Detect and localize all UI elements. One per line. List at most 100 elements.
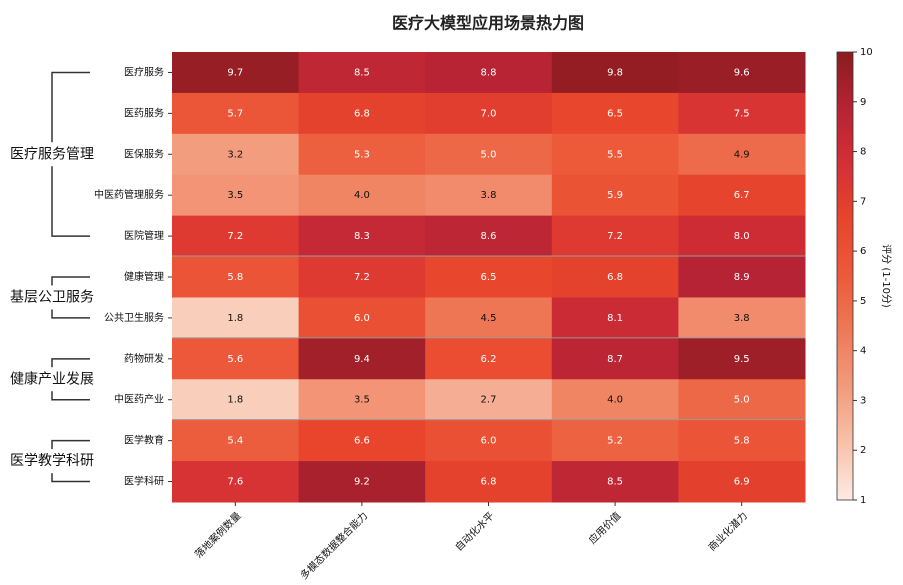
cell [298, 461, 426, 503]
cell [551, 461, 679, 503]
cell [172, 420, 300, 462]
group-label: 医疗服务管理 [10, 146, 94, 162]
col-label: 应用价值 [586, 509, 623, 546]
cell-label: 9.2 [354, 477, 370, 488]
cell-label: 3.2 [227, 149, 243, 160]
cell-label: 9.5 [734, 354, 750, 365]
cell-label: 2.7 [481, 395, 497, 406]
cell [551, 338, 679, 380]
cell-label: 5.0 [734, 395, 750, 406]
cell-label: 4.0 [354, 190, 370, 201]
cell-label: 9.8 [607, 67, 623, 78]
cell [551, 297, 679, 339]
cell-label: 8.9 [734, 272, 750, 283]
cell [172, 92, 300, 135]
cell [678, 379, 806, 421]
cell-label: 8.7 [607, 354, 623, 365]
cell-label: 8.1 [607, 313, 623, 324]
cell-label: 1.8 [227, 395, 243, 406]
row-label: 健康管理 [124, 270, 164, 283]
cell-label: 3.5 [227, 190, 243, 201]
cell-label: 4.0 [607, 395, 623, 406]
cell-label: 9.6 [734, 67, 750, 78]
row-label: 中医药管理服务 [94, 188, 164, 201]
cell-label: 8.0 [734, 231, 750, 242]
cell-label: 5.0 [481, 149, 497, 160]
cell-label: 8.8 [481, 67, 497, 78]
cell [425, 461, 553, 503]
cell-label: 4.9 [734, 149, 750, 160]
cell [425, 133, 553, 176]
cell-label: 9.7 [227, 67, 243, 78]
cell [551, 174, 679, 217]
cell [425, 92, 553, 135]
cell [298, 92, 426, 135]
cell-label: 1.8 [227, 313, 243, 324]
cell [678, 215, 806, 258]
cell-label: 7.2 [354, 272, 370, 283]
cell-label: 5.5 [607, 149, 623, 160]
cell-label: 6.0 [481, 436, 497, 447]
cell-label: 5.3 [354, 149, 370, 160]
cell [551, 256, 679, 298]
row-label: 药物研发 [124, 352, 164, 365]
colorbar-tick-label: 10 [860, 47, 873, 58]
cell-label: 3.8 [481, 190, 497, 201]
cell-label: 7.5 [734, 108, 750, 119]
row-label: 医保服务 [124, 147, 164, 160]
cell [425, 297, 553, 339]
cell [551, 379, 679, 421]
cell [551, 133, 679, 176]
cell [678, 420, 806, 462]
cell [678, 338, 806, 380]
cell-label: 5.9 [607, 190, 623, 201]
cell-label: 6.0 [354, 313, 370, 324]
row-label: 医药服务 [124, 106, 164, 119]
group-label: 医学教学科研 [10, 453, 94, 469]
cell [298, 379, 426, 421]
col-label: 自动化水平 [452, 509, 497, 554]
cell [172, 256, 300, 298]
cell [678, 133, 806, 176]
row-label: 医疗服务 [124, 65, 164, 78]
row-label: 医院管理 [124, 229, 164, 242]
cell-label: 6.7 [734, 190, 750, 201]
cell [172, 461, 300, 503]
col-label: 落地案例数量 [192, 509, 244, 561]
cell [678, 256, 806, 298]
cell-label: 6.9 [734, 477, 750, 488]
cell [298, 420, 426, 462]
cell [425, 256, 553, 298]
group-bracket [51, 358, 90, 401]
cell-label: 5.7 [227, 108, 243, 119]
cell [551, 420, 679, 462]
cell [425, 338, 553, 380]
cell [678, 461, 806, 503]
cell [172, 133, 300, 176]
cell [172, 379, 300, 421]
cell [298, 215, 426, 258]
cell [172, 174, 300, 217]
cell [425, 420, 553, 462]
cell-label: 5.4 [227, 436, 243, 447]
cell [551, 92, 679, 135]
cell [298, 297, 426, 339]
colorbar-label: 评分 (1-10分) [880, 244, 892, 308]
cell-label: 7.2 [607, 231, 623, 242]
cell [425, 379, 553, 421]
colorbar-tick-label: 1 [860, 495, 866, 506]
cell [298, 256, 426, 298]
cell [425, 52, 553, 94]
cell-label: 8.6 [481, 231, 497, 242]
cell-label: 6.5 [607, 108, 623, 119]
cell [678, 297, 806, 339]
colorbar-tick-label: 2 [860, 445, 866, 456]
cell-label: 8.5 [607, 477, 623, 488]
cell [678, 52, 806, 94]
group-label: 基层公卫服务 [10, 288, 94, 305]
cell [172, 215, 300, 258]
cell-label: 7.6 [227, 477, 243, 488]
cell-label: 5.6 [227, 354, 243, 365]
colorbar-tick-label: 7 [860, 196, 866, 207]
